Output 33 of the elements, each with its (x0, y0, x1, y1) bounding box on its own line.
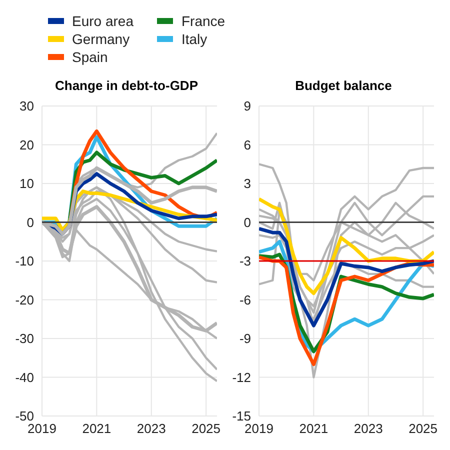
legend-label: Italy (181, 31, 208, 47)
x-tick-label: 2023 (354, 421, 383, 436)
y-tick-label: -6 (239, 292, 251, 308)
y-tick-label: 9 (244, 98, 251, 114)
x-tick-label: 2025 (192, 421, 221, 436)
y-tick-label: -12 (232, 370, 251, 385)
y-tick-label: -40 (15, 370, 34, 385)
y-tick-label: 0 (244, 214, 251, 230)
y-tick-label: 10 (20, 176, 34, 192)
y-tick-label: -3 (239, 254, 251, 269)
y-tick-label: -9 (239, 331, 251, 346)
y-tick-label: -20 (15, 292, 34, 308)
y-tick-label: 20 (20, 137, 34, 152)
y-tick-label: -10 (15, 254, 34, 269)
y-tick-label: -30 (15, 331, 34, 346)
y-tick-label: -50 (15, 408, 34, 424)
legend-label: Spain (72, 49, 108, 65)
x-tick-label: 2019 (244, 421, 274, 436)
legend-label: France (181, 13, 226, 29)
y-tick-label: -15 (232, 408, 251, 424)
x-tick-label: 2019 (28, 421, 56, 436)
x-tick-label: 2023 (136, 421, 166, 436)
y-tick-label: 0 (26, 214, 34, 230)
y-tick-label: 30 (20, 98, 34, 114)
legend-label: Germany (72, 31, 130, 47)
x-tick-label: 2021 (82, 421, 112, 436)
chart-title: Change in debt-to-GDP (54, 78, 199, 95)
chart-title: Budget balance (294, 78, 393, 95)
x-tick-label: 2021 (299, 421, 328, 436)
legend-label: Euro area (72, 13, 134, 29)
x-tick-label: 2025 (408, 421, 438, 436)
y-tick-label: 6 (244, 137, 251, 152)
y-tick-label: 3 (244, 176, 251, 192)
